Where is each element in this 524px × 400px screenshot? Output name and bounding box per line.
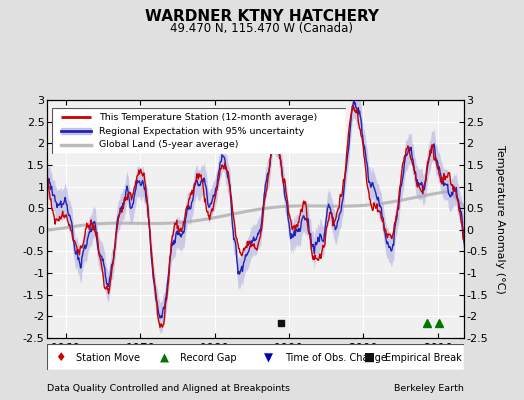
Text: ♦: ♦ <box>56 351 66 364</box>
Text: Record Gap: Record Gap <box>180 352 237 362</box>
Text: This Temperature Station (12-month average): This Temperature Station (12-month avera… <box>100 113 318 122</box>
Text: Time of Obs. Change: Time of Obs. Change <box>285 352 387 362</box>
Text: Data Quality Controlled and Aligned at Breakpoints: Data Quality Controlled and Aligned at B… <box>47 384 290 393</box>
Text: Global Land (5-year average): Global Land (5-year average) <box>100 140 239 149</box>
Text: ▼: ▼ <box>264 351 273 364</box>
Text: ▲: ▲ <box>160 351 169 364</box>
Text: Regional Expectation with 95% uncertainty: Regional Expectation with 95% uncertaint… <box>100 126 304 136</box>
Text: Station Move: Station Move <box>77 352 140 362</box>
Text: Berkeley Earth: Berkeley Earth <box>394 384 464 393</box>
Y-axis label: Temperature Anomaly (°C): Temperature Anomaly (°C) <box>495 145 505 293</box>
Text: 49.470 N, 115.470 W (Canada): 49.470 N, 115.470 W (Canada) <box>170 22 354 35</box>
Text: WARDNER KTNY HATCHERY: WARDNER KTNY HATCHERY <box>145 9 379 24</box>
Text: Empirical Break: Empirical Break <box>385 352 461 362</box>
Text: ■: ■ <box>364 351 375 364</box>
